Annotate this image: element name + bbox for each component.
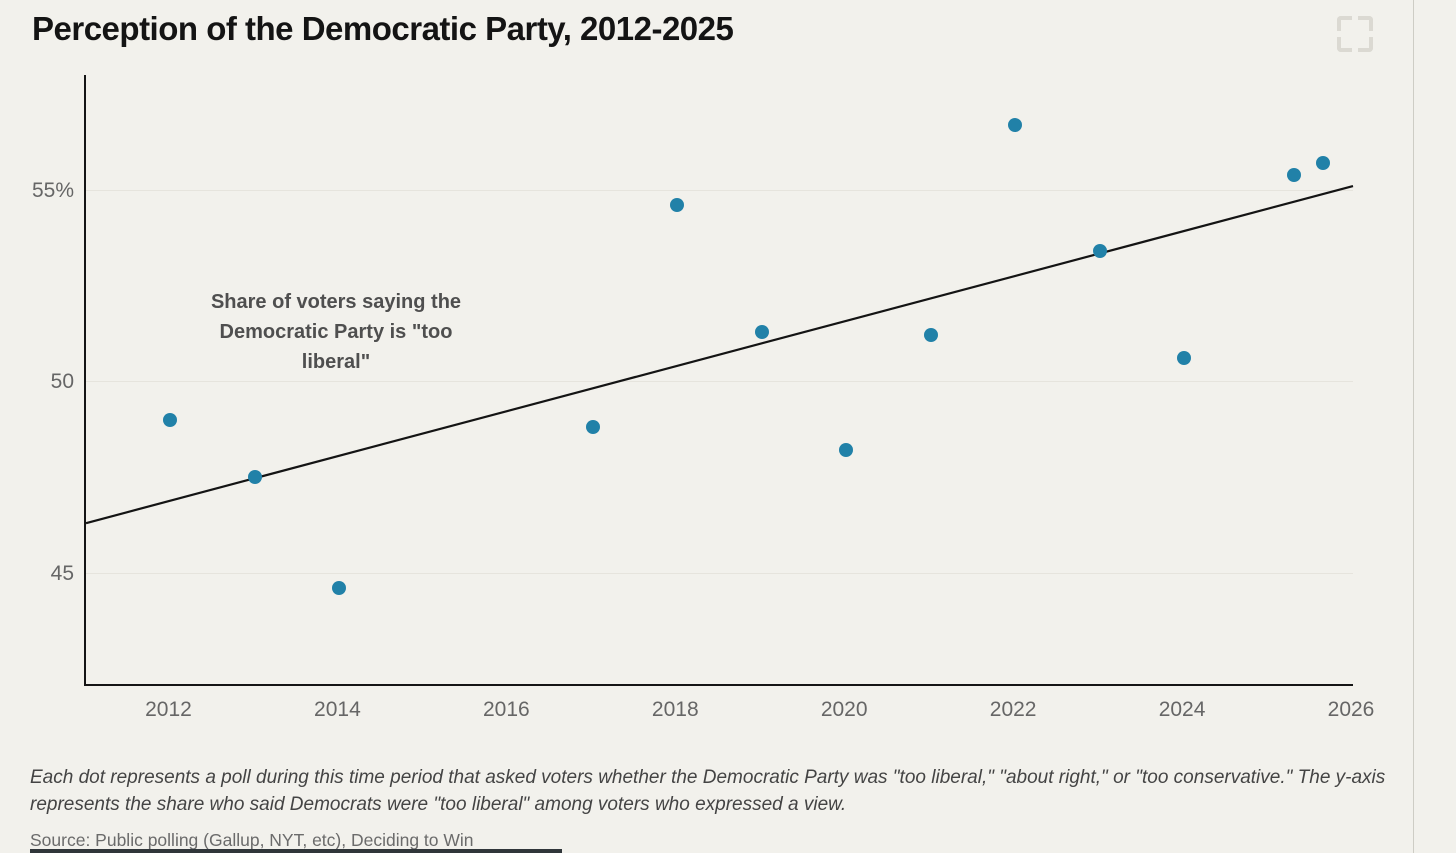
y-tick-label-45: 45 (50, 561, 74, 585)
data-point[interactable] (754, 324, 769, 339)
bracket-corner (1337, 16, 1352, 31)
data-point[interactable] (332, 581, 347, 596)
data-point[interactable] (839, 443, 854, 458)
chart-annotation: Share of voters saying the Democratic Pa… (210, 291, 462, 373)
data-point[interactable] (1092, 244, 1107, 259)
data-point[interactable] (670, 198, 685, 213)
x-tick-label-2022: 2022 (989, 698, 1037, 721)
bottom-divider-bar (30, 849, 562, 853)
x-tick-label-2026: 2026 (1327, 698, 1375, 721)
bracket-corner (1358, 37, 1373, 52)
x-tick-label-2024: 2024 (1158, 698, 1206, 721)
gridline-55 (86, 189, 1353, 191)
data-point[interactable] (163, 412, 178, 427)
data-point[interactable] (1008, 117, 1023, 132)
y-tick-label-55: 55% (31, 178, 74, 202)
chart-footnote: Each dot represents a poll during this t… (30, 767, 1386, 815)
data-point[interactable] (1316, 156, 1331, 171)
bracket-corner (1337, 37, 1352, 52)
plot-area: Share of voters saying the Democratic Pa… (84, 75, 1354, 686)
gridline-50 (86, 381, 1353, 383)
chart-source: Source: Public polling (Gallup, NYT, etc… (30, 830, 474, 850)
x-tick-label-2014: 2014 (314, 698, 361, 721)
x-tick-label-2018: 2018 (651, 698, 699, 721)
data-point[interactable] (1286, 167, 1301, 182)
data-point[interactable] (247, 470, 262, 485)
x-tick-label-2020: 2020 (820, 698, 868, 721)
data-point[interactable] (923, 328, 938, 343)
trend-line (85, 185, 1354, 525)
page-title: Perception of the Democratic Party, 2012… (32, 10, 734, 47)
data-point[interactable] (585, 420, 600, 435)
fullscreen-expand-icon[interactable] (1337, 16, 1373, 52)
gridline-45 (86, 572, 1353, 574)
data-point[interactable] (1177, 351, 1192, 366)
bracket-corner (1358, 16, 1373, 31)
page-right-border (1413, 0, 1414, 853)
x-tick-label-2016: 2016 (482, 698, 530, 721)
y-tick-label-50: 50 (50, 370, 74, 394)
x-tick-label-2012: 2012 (145, 698, 192, 721)
